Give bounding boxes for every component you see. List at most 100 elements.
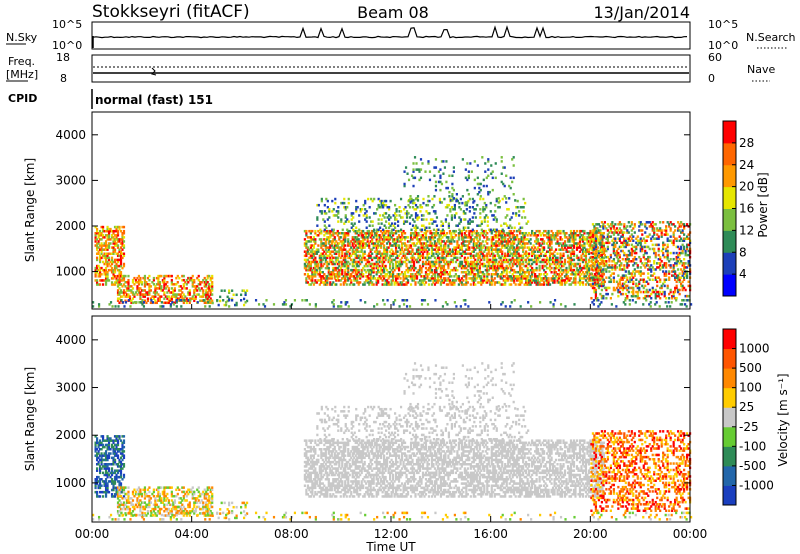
power-cell xyxy=(373,228,376,232)
power-cell xyxy=(422,197,425,201)
power-cell xyxy=(411,201,415,205)
power-cell xyxy=(508,197,511,200)
power-cell xyxy=(529,258,532,262)
power-cell xyxy=(427,236,431,239)
power-cell xyxy=(426,275,429,278)
power-cell xyxy=(118,240,121,243)
power-cell xyxy=(380,229,383,233)
power-cell xyxy=(312,250,315,253)
cpid-value: normal (fast) 151 xyxy=(95,93,213,107)
power-cell xyxy=(380,242,383,245)
power-cell xyxy=(411,254,414,258)
power-cell xyxy=(520,275,523,278)
power-cell xyxy=(466,256,469,260)
power-cell xyxy=(611,292,614,296)
power-cell xyxy=(124,285,127,288)
power-cell xyxy=(351,260,354,264)
power-cell xyxy=(541,238,544,241)
power-cell xyxy=(489,281,492,284)
power-cell xyxy=(520,238,523,241)
power-cell xyxy=(368,252,371,256)
power-cell xyxy=(330,242,333,245)
power-cell xyxy=(517,275,520,278)
power-cell xyxy=(648,260,651,263)
power-cell xyxy=(553,260,556,264)
power-cell xyxy=(122,291,126,294)
power-cell xyxy=(368,270,371,274)
power-cell xyxy=(430,277,434,280)
power-cell xyxy=(471,250,474,253)
power-cell xyxy=(482,184,485,188)
power-cell xyxy=(551,252,555,256)
power-cell xyxy=(405,262,408,266)
power-cell xyxy=(472,262,475,266)
power-cell xyxy=(136,276,139,280)
power-cell xyxy=(356,246,359,249)
power-cell xyxy=(366,238,369,241)
power-cell xyxy=(347,266,350,270)
power-cell xyxy=(393,216,397,219)
power-cell xyxy=(468,242,471,245)
date-label: 13/Jan/2014 xyxy=(593,3,690,22)
power-cell xyxy=(577,234,580,237)
power-cell xyxy=(527,220,530,223)
power-cell xyxy=(454,273,457,276)
power-cell xyxy=(389,199,392,203)
power-cell xyxy=(583,246,586,249)
power-cell xyxy=(342,283,345,286)
power-cell xyxy=(106,238,109,241)
power-cell xyxy=(472,246,475,249)
power-cell xyxy=(365,231,368,235)
power-cell xyxy=(403,283,407,286)
power-cell xyxy=(548,244,552,247)
power-cell xyxy=(128,295,132,298)
power-cell xyxy=(559,248,562,251)
power-cell xyxy=(578,244,582,247)
power-cell xyxy=(550,242,553,245)
power-cell xyxy=(483,262,486,266)
power-cell xyxy=(584,283,588,286)
power-cell xyxy=(113,242,117,245)
power-cell xyxy=(494,176,497,180)
power-cell xyxy=(466,162,469,165)
power-cell xyxy=(211,276,214,280)
power-cell xyxy=(523,275,526,278)
power-cell xyxy=(441,279,444,282)
power-cell xyxy=(104,254,108,258)
power-cell xyxy=(505,264,508,268)
power-cell xyxy=(442,273,446,276)
power-cell xyxy=(344,231,347,235)
power-cell xyxy=(101,244,105,247)
power-cell xyxy=(460,262,463,266)
power-cell xyxy=(432,244,435,247)
power-cell xyxy=(571,262,574,266)
power-cell xyxy=(332,268,335,272)
power-cell xyxy=(375,279,378,282)
power-cell xyxy=(333,273,336,276)
power-cell xyxy=(430,254,434,258)
power-cell xyxy=(184,281,187,284)
power-cell xyxy=(574,273,577,276)
power-cell xyxy=(577,258,580,262)
power-cell xyxy=(363,238,366,241)
power-cell xyxy=(439,244,443,247)
power-cell xyxy=(653,227,656,230)
power-cell xyxy=(477,281,480,284)
power-cell xyxy=(140,281,144,284)
power-cell xyxy=(492,236,495,239)
power-cell xyxy=(110,266,114,270)
power-cell xyxy=(318,268,321,272)
power-cell xyxy=(504,266,507,270)
power-cell xyxy=(480,246,483,249)
power-cell xyxy=(386,238,389,241)
power-cell xyxy=(510,275,513,278)
power-cell xyxy=(525,250,528,253)
power-cell xyxy=(477,231,480,235)
power-cell xyxy=(315,248,318,251)
power-cell xyxy=(608,241,611,245)
power-cell xyxy=(136,281,139,284)
power-cell xyxy=(447,250,450,253)
power-cell xyxy=(403,270,407,274)
power-cell xyxy=(421,262,425,266)
